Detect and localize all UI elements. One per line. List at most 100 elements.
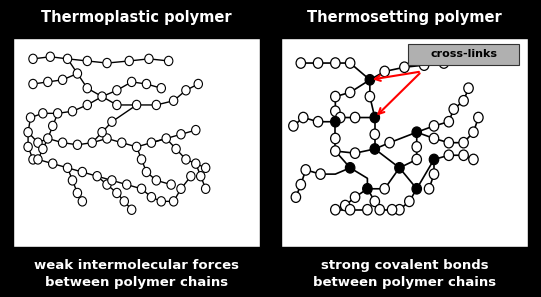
Circle shape (335, 112, 345, 123)
Circle shape (351, 192, 360, 202)
Circle shape (345, 205, 355, 215)
Circle shape (385, 138, 394, 148)
Circle shape (331, 205, 340, 215)
Circle shape (88, 138, 96, 147)
Text: strong covalent bonds
between polymer chains: strong covalent bonds between polymer ch… (313, 259, 496, 289)
Circle shape (370, 129, 380, 140)
Circle shape (444, 138, 453, 148)
Text: Thermoplastic polymer: Thermoplastic polymer (41, 10, 232, 25)
Circle shape (108, 176, 116, 185)
Circle shape (103, 59, 111, 68)
Circle shape (49, 159, 57, 168)
Circle shape (192, 125, 200, 135)
FancyBboxPatch shape (14, 38, 260, 247)
Circle shape (424, 184, 434, 194)
Circle shape (340, 200, 350, 211)
Circle shape (412, 127, 421, 138)
Circle shape (73, 188, 82, 198)
Circle shape (78, 168, 87, 177)
Circle shape (331, 146, 340, 156)
Circle shape (345, 87, 355, 98)
Circle shape (73, 140, 82, 149)
Circle shape (46, 52, 55, 61)
Circle shape (147, 192, 156, 202)
Circle shape (38, 109, 47, 118)
Circle shape (83, 83, 91, 93)
Circle shape (196, 172, 205, 181)
Circle shape (24, 127, 32, 137)
Circle shape (137, 184, 146, 193)
Circle shape (429, 121, 439, 131)
Circle shape (68, 176, 77, 185)
Circle shape (73, 69, 82, 78)
Circle shape (108, 117, 116, 127)
Circle shape (125, 56, 134, 66)
Circle shape (429, 154, 439, 165)
Circle shape (474, 112, 483, 123)
Circle shape (29, 79, 37, 89)
Circle shape (201, 184, 210, 193)
Circle shape (38, 144, 47, 154)
Circle shape (157, 83, 166, 93)
Circle shape (449, 104, 458, 114)
Circle shape (459, 96, 469, 106)
Circle shape (167, 180, 175, 189)
Circle shape (375, 205, 385, 215)
Circle shape (194, 79, 202, 89)
Circle shape (370, 112, 380, 123)
Circle shape (83, 56, 91, 66)
Circle shape (429, 133, 439, 144)
Circle shape (419, 60, 429, 70)
Circle shape (370, 144, 380, 154)
Circle shape (444, 116, 453, 127)
Circle shape (34, 138, 42, 147)
Circle shape (331, 133, 340, 144)
Circle shape (289, 121, 298, 131)
Circle shape (44, 134, 52, 143)
Circle shape (296, 58, 306, 68)
Circle shape (169, 197, 178, 206)
Circle shape (444, 150, 453, 160)
Circle shape (162, 134, 170, 143)
Circle shape (395, 205, 404, 215)
Circle shape (439, 58, 448, 68)
Circle shape (152, 100, 161, 110)
FancyBboxPatch shape (281, 38, 527, 247)
Circle shape (345, 58, 355, 68)
Circle shape (331, 106, 340, 116)
Circle shape (387, 205, 397, 215)
Circle shape (133, 142, 141, 151)
Circle shape (469, 127, 478, 138)
Circle shape (395, 162, 404, 173)
Circle shape (405, 196, 414, 207)
Circle shape (201, 163, 210, 173)
Circle shape (68, 107, 77, 116)
Circle shape (345, 162, 355, 173)
Circle shape (172, 144, 180, 154)
Circle shape (49, 121, 57, 131)
Circle shape (412, 184, 421, 194)
Circle shape (83, 100, 91, 110)
Circle shape (98, 92, 106, 101)
Circle shape (313, 58, 323, 68)
Circle shape (187, 172, 195, 181)
Circle shape (365, 75, 374, 85)
Circle shape (157, 197, 166, 206)
Circle shape (469, 154, 478, 165)
Circle shape (331, 58, 340, 68)
Circle shape (98, 127, 106, 137)
Circle shape (299, 112, 308, 123)
Circle shape (142, 168, 150, 177)
Circle shape (145, 54, 153, 64)
Circle shape (123, 180, 131, 189)
Circle shape (331, 116, 340, 127)
Circle shape (29, 54, 37, 64)
Circle shape (177, 129, 185, 139)
Circle shape (54, 109, 62, 118)
Circle shape (429, 169, 439, 179)
Circle shape (24, 142, 32, 151)
Circle shape (169, 96, 178, 105)
Circle shape (63, 54, 72, 64)
Circle shape (103, 180, 111, 189)
Circle shape (152, 176, 161, 185)
